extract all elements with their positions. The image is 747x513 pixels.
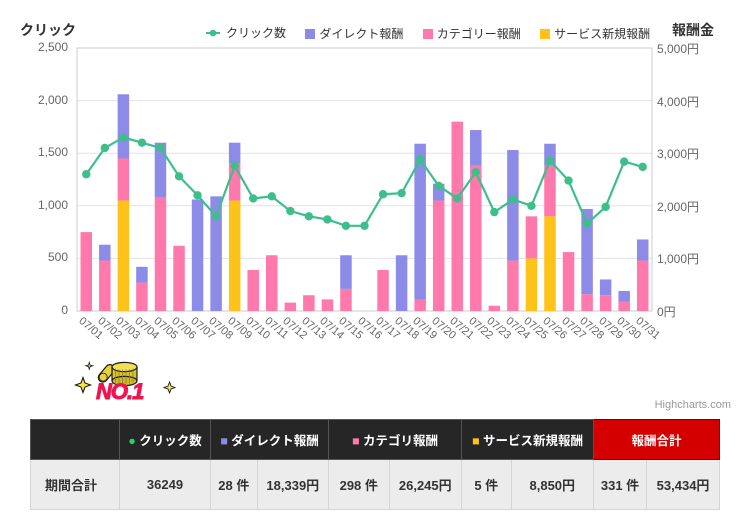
svg-text:NO.1: NO.1 bbox=[96, 379, 144, 404]
